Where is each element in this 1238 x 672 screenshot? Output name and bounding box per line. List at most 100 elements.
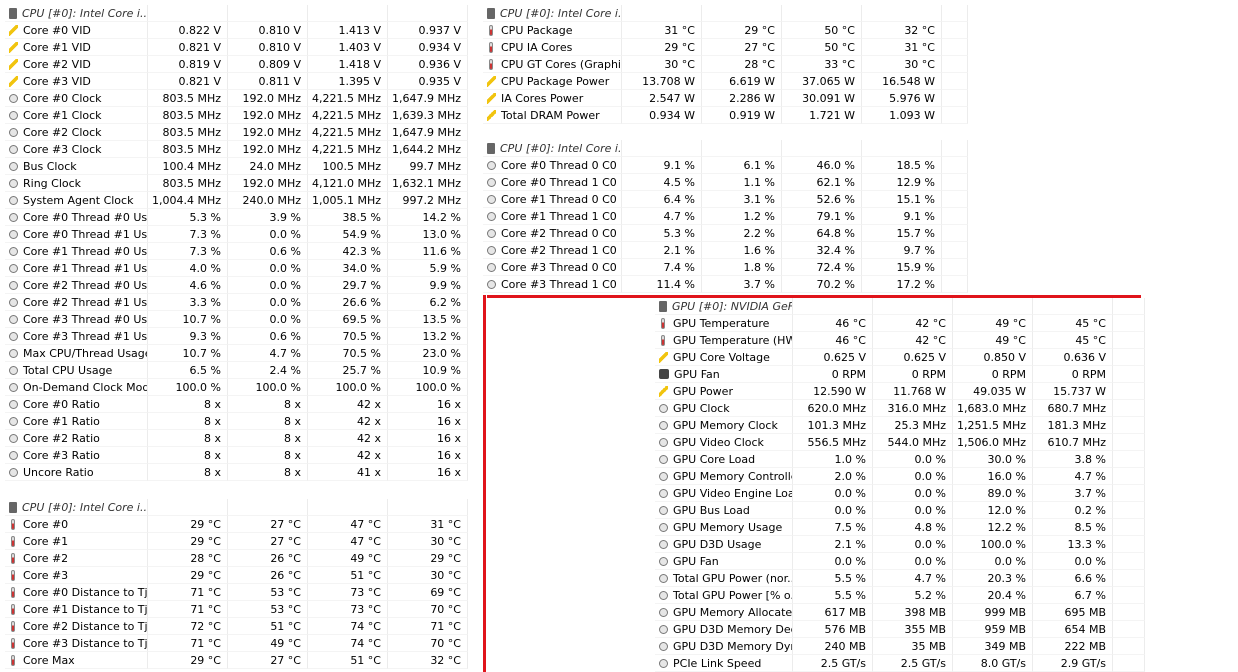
empty-cell bbox=[1033, 298, 1113, 315]
empty-cell bbox=[942, 39, 968, 56]
sensor-value: 1.418 V bbox=[308, 56, 388, 73]
sensor-value: 240.0 MHz bbox=[228, 192, 308, 209]
sensor-value: 3.7 % bbox=[702, 276, 782, 293]
sensor-value: 54.9 % bbox=[308, 226, 388, 243]
empty-cell bbox=[1113, 451, 1145, 468]
empty-cell bbox=[1113, 417, 1145, 434]
sensor-value: 610.7 MHz bbox=[1033, 434, 1113, 451]
label-text: Core #1 bbox=[23, 534, 69, 548]
sensor-value: 71 °C bbox=[148, 601, 228, 618]
table-header: GPU [#0]: NVIDIA GeF... bbox=[655, 298, 793, 315]
sensor-value: 0.636 V bbox=[1033, 349, 1113, 366]
sensor-value: 0.6 % bbox=[228, 243, 308, 260]
empty-cell bbox=[942, 5, 968, 22]
sensor-value: 70.5 % bbox=[308, 345, 388, 362]
sensor-icon bbox=[9, 331, 18, 341]
sensor-row: System Agent Clock 1,004.4 MHz 240.0 MHz 1,… bbox=[5, 192, 468, 209]
sensor-value: 30 °C bbox=[388, 533, 468, 550]
sensor-value: 192.0 MHz bbox=[228, 107, 308, 124]
sensor-label: GPU Bus Load bbox=[655, 502, 793, 519]
label-text: GPU Clock bbox=[673, 401, 730, 415]
sensor-value: 45 °C bbox=[1033, 315, 1113, 332]
sensor-value: 1.413 V bbox=[308, 22, 388, 39]
sensor-value: 31 °C bbox=[862, 39, 942, 56]
sensor-value: 12.2 % bbox=[953, 519, 1033, 536]
sensor-value: 4.7 % bbox=[228, 345, 308, 362]
sensor-value: 4.7 % bbox=[622, 208, 702, 225]
label-text: On-Demand Clock Mod... bbox=[23, 380, 148, 394]
sensor-icon bbox=[9, 467, 18, 477]
sensor-value: 49.035 W bbox=[953, 383, 1033, 400]
sensor-value: 316.0 MHz bbox=[873, 400, 953, 417]
label-text: Core #2 Clock bbox=[23, 125, 102, 139]
empty-cell bbox=[1113, 468, 1145, 485]
sensor-value: 0.0 % bbox=[228, 260, 308, 277]
sensor-value: 69.5 % bbox=[308, 311, 388, 328]
sensor-row: PCIe Link Speed 2.5 GT/s 2.5 GT/s 8.0 GT/s 2… bbox=[655, 655, 1145, 672]
sensor-value: 73 °C bbox=[308, 601, 388, 618]
label-text: Total GPU Power [% o... bbox=[673, 588, 793, 602]
sensor-value: 1.093 W bbox=[862, 107, 942, 124]
sensor-value: 556.5 MHz bbox=[793, 434, 873, 451]
sensor-value: 0.0 % bbox=[228, 277, 308, 294]
sensor-value: 29 °C bbox=[148, 567, 228, 584]
sensor-icon bbox=[11, 518, 15, 530]
sensor-value: 100.0 % bbox=[228, 379, 308, 396]
sensor-value: 803.5 MHz bbox=[148, 141, 228, 158]
sensor-label: IA Cores Power bbox=[483, 90, 622, 107]
sensor-value: 100.4 MHz bbox=[148, 158, 228, 175]
label-text: Core #3 Thread #1 Us... bbox=[23, 329, 148, 343]
empty-cell bbox=[1113, 366, 1145, 383]
sensor-value: 2.547 W bbox=[622, 90, 702, 107]
label-text: Total GPU Power (nor... bbox=[673, 571, 793, 585]
empty-cell bbox=[862, 5, 942, 22]
sensor-icon bbox=[659, 556, 668, 566]
sensor-row: GPU Bus Load 0.0 % 0.0 % 12.0 % 0.2 % bbox=[655, 502, 1145, 519]
sensor-value: 6.1 % bbox=[702, 157, 782, 174]
sensor-value: 0.2 % bbox=[1033, 502, 1113, 519]
sensor-value: 1,639.3 MHz bbox=[388, 107, 468, 124]
sensor-value: 4.0 % bbox=[148, 260, 228, 277]
sensor-label: Core #3 Thread #0 Us... bbox=[5, 311, 148, 328]
sensor-value: 0.811 V bbox=[228, 73, 308, 90]
sensor-row: Core #2 Distance to Tj... 72 °C 51 °C 74 °C… bbox=[5, 618, 468, 635]
sensor-value: 5.3 % bbox=[148, 209, 228, 226]
sensor-value: 240 MB bbox=[793, 638, 873, 655]
sensor-row: Core #0 Thread 0 C0 ... 9.1 % 6.1 % 46.0 % 1… bbox=[483, 157, 968, 174]
label-text: CPU IA Cores bbox=[501, 40, 573, 54]
empty-cell bbox=[873, 298, 953, 315]
sensor-value: 50 °C bbox=[782, 22, 862, 39]
label-text: Core #1 Ratio bbox=[23, 414, 100, 428]
label-text: Core #0 Thread 1 C0 ... bbox=[501, 175, 622, 189]
sensor-icon bbox=[11, 586, 15, 598]
sensor-row: Core #2 Thread #0 Us... 4.6 % 0.0 % 29.7 % 9… bbox=[5, 277, 468, 294]
sensor-value: 803.5 MHz bbox=[148, 124, 228, 141]
label-text: Core #2 Thread #0 Us... bbox=[23, 278, 148, 292]
sensor-value: 33 °C bbox=[782, 56, 862, 73]
label-text: GPU Memory Controlle... bbox=[673, 469, 792, 483]
empty-cell bbox=[942, 225, 968, 242]
label-text: Total CPU Usage bbox=[23, 363, 113, 377]
sensor-value: 959 MB bbox=[953, 621, 1033, 638]
sensor-row: CPU GT Cores (Graphics)30 °C28 °C33 °C30… bbox=[483, 56, 968, 73]
empty-cell bbox=[782, 140, 862, 157]
sensor-row: Core #1 Thread 0 C0 ... 6.4 % 3.1 % 52.6 % 1… bbox=[483, 191, 968, 208]
sensor-value: 12.0 % bbox=[953, 502, 1033, 519]
sensor-label: Core #2 Distance to Tj... bbox=[5, 618, 148, 635]
sensor-icon bbox=[659, 420, 668, 430]
sensor-label: GPU Core Load bbox=[655, 451, 793, 468]
sensor-icon bbox=[9, 178, 18, 188]
sensor-icon bbox=[9, 365, 18, 375]
sensor-value: 49 °C bbox=[228, 635, 308, 652]
sensor-label: Core #3 VID bbox=[5, 73, 148, 90]
label-text: Core #2 VID bbox=[23, 57, 91, 71]
sensor-value: 71 °C bbox=[388, 618, 468, 635]
sensor-icon bbox=[11, 535, 15, 547]
sensor-value: 3.8 % bbox=[1033, 451, 1113, 468]
sensor-row: GPU Video Clock 556.5 MHz 544.0 MHz 1,506.0… bbox=[655, 434, 1145, 451]
sensor-value: 1,647.9 MHz bbox=[388, 124, 468, 141]
device-icon bbox=[659, 300, 667, 312]
sensor-row: Core #0 Distance to Tj... 71 °C 53 °C 73 °C… bbox=[5, 584, 468, 601]
sensor-label: Core #1 bbox=[5, 533, 148, 550]
sensor-value: 0.6 % bbox=[228, 328, 308, 345]
